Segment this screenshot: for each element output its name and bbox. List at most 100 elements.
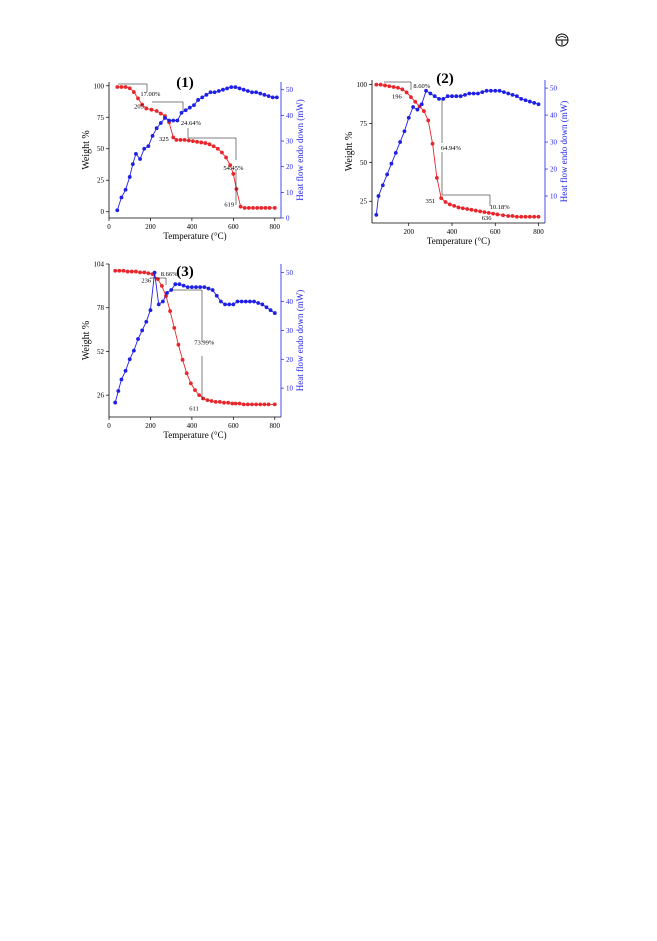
weight-curve-point — [186, 138, 191, 143]
weight-curve-point — [378, 82, 383, 87]
annotation-brackets — [118, 81, 491, 400]
weight-curve-point — [465, 207, 470, 211]
earth-symbol-icon — [555, 33, 569, 47]
weight-curve-point — [396, 85, 400, 90]
weight-curve-point — [447, 202, 452, 207]
weight-curve-point — [195, 139, 199, 144]
y-left-tick-label: 50 — [360, 159, 368, 167]
x-tick-label: 200 — [404, 228, 415, 236]
heat-flow-curve-point — [270, 95, 275, 100]
heat-flow-curve-point — [189, 285, 194, 289]
heat-flow-curve-point — [411, 105, 415, 109]
x-axis-label: Temperature (°C) — [163, 231, 226, 241]
heat-flow-curve — [375, 90, 539, 215]
heat-flow-curve-point — [175, 118, 180, 123]
heat-flow-curve-point — [134, 151, 138, 156]
weight-curve-point — [144, 106, 149, 111]
tga-dsc-chart-2: 200 400 600 800 25 50 75 100 10 20 30 40 50 Temperatu… — [344, 71, 569, 246]
weight-curve-point — [191, 139, 195, 144]
heat-flow-curve-point — [171, 118, 176, 123]
weight-curve-point — [387, 84, 392, 89]
x-tick-label: 600 — [228, 223, 239, 231]
panel-label: (2) — [436, 71, 454, 87]
tga-dsc-chart-3: 0 200 400 600 800 26 52 78 104 10 20 30 40 50 Temperat… — [81, 261, 305, 441]
weight-curve-point — [272, 206, 277, 210]
y-left-tick-label: 100 — [357, 81, 368, 89]
weight-curve-point — [226, 400, 231, 405]
heat-flow-curve-point — [258, 91, 263, 96]
x-tick-label: 600 — [490, 228, 501, 236]
heat-flow-curve-point — [194, 285, 198, 289]
weight-curve-point — [259, 206, 264, 210]
heat-flow-curve-point — [165, 290, 169, 295]
heat-flow-curve-point — [227, 302, 232, 307]
weight-curve-point — [176, 342, 181, 347]
weight-curve-point — [207, 142, 212, 147]
weight-curve-point — [486, 210, 491, 215]
weight-curve-point — [254, 402, 259, 407]
annotation-label: 196 — [392, 94, 403, 101]
y-axis-left-label: Weight % — [344, 132, 355, 171]
annotation-label: 619 — [224, 202, 234, 209]
weight-curve-point — [460, 206, 465, 211]
heat-flow-curve-point — [398, 140, 403, 144]
heat-flow-curve-point — [187, 105, 192, 110]
y-left-tick-label: 25 — [97, 177, 105, 185]
weight-curve-point — [404, 90, 409, 95]
x-axis-label: Temperature (°C) — [427, 236, 490, 246]
y-right-tick-label: 10 — [550, 193, 558, 201]
heat-flow-curve-point — [248, 299, 252, 304]
heat-flow-curve-point — [432, 94, 437, 99]
heat-flow-curve-point — [489, 88, 493, 93]
weight-curve-point — [113, 268, 118, 273]
annotation-label: 236 — [141, 277, 152, 284]
heat-flow-curve-point — [158, 121, 163, 125]
weight-curve-point — [409, 95, 413, 99]
heat-flow-curve-point — [527, 99, 532, 104]
weight-curve-point — [230, 401, 235, 406]
weight-curve-point — [203, 141, 208, 145]
weight-curve-point — [215, 146, 220, 151]
heat-flow-curve-point — [216, 89, 221, 93]
heat-flow-curve-point — [502, 90, 506, 95]
heat-flow-curve-point — [136, 337, 140, 341]
weight-curve-point — [501, 213, 505, 218]
annotation-label: 636 — [482, 215, 493, 222]
weight-curve-point — [422, 109, 426, 113]
weight-curve-point — [272, 402, 277, 407]
heat-flow-curve-point — [192, 103, 196, 107]
heat-flow-curve-point — [115, 208, 120, 213]
y-right-tick-label: 40 — [550, 112, 558, 120]
heat-flow-curve-point — [254, 90, 259, 95]
heat-flow-curve-point — [146, 144, 151, 149]
heat-flow-curve-point — [223, 302, 227, 307]
heat-flow-curve-point — [406, 115, 411, 120]
heat-flow-curve-point — [127, 357, 132, 362]
heat-flow-curve-point — [274, 95, 279, 100]
weight-curve-point — [383, 83, 387, 88]
heat-flow-curve-point — [185, 285, 190, 289]
weight-curve-point — [136, 96, 140, 101]
heat-flow-curve-point — [210, 288, 215, 292]
heat-flow-curve — [114, 272, 276, 403]
heat-flow-curve-point — [219, 299, 223, 304]
heat-flow-curve-point — [268, 308, 273, 313]
heat-flow-curve-point — [183, 108, 188, 113]
heat-flow-curve-point — [237, 86, 242, 91]
weight-curve-point — [456, 205, 461, 210]
weight-curve-point — [391, 85, 396, 89]
annotation-label: 8.66% — [161, 271, 178, 278]
tga-dsc-chart-1: 0 200 400 600 800 0 25 50 75 100 0 10 20 30 40 50 Temper… — [81, 75, 305, 241]
weight-curve-point — [242, 206, 247, 210]
heat-flow-curve-point — [119, 195, 124, 200]
y-right-tick-label: 40 — [286, 112, 294, 120]
x-tick-label: 200 — [145, 223, 156, 231]
weight-curve-point — [142, 270, 147, 275]
heat-flow-curve-point — [523, 98, 528, 103]
heat-flow-curve-point — [212, 90, 217, 95]
y-left-tick-label: 100 — [94, 82, 105, 90]
heat-flow-curve-point — [450, 94, 454, 99]
heat-flow-curve-point — [441, 96, 446, 101]
weight-curve-point — [536, 214, 541, 219]
